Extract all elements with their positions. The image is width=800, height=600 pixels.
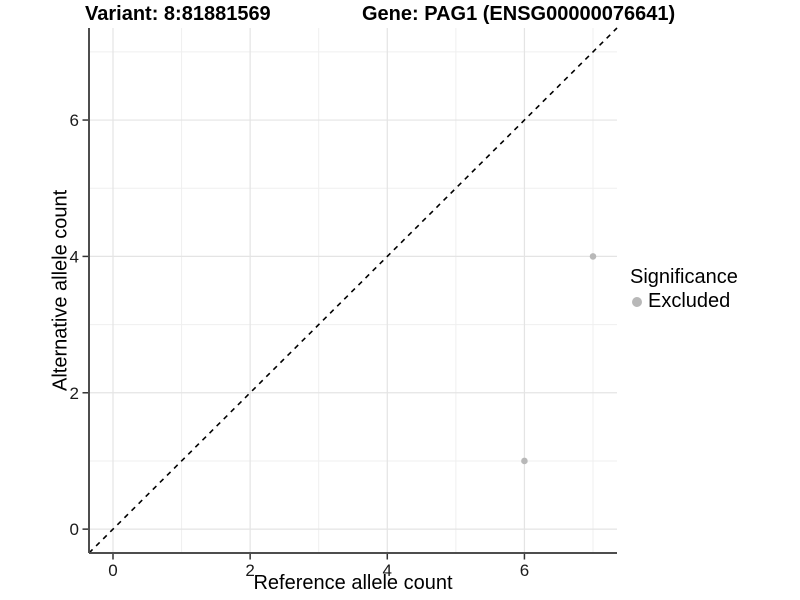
- legend-point-icon: [632, 296, 642, 307]
- x-tick-label: 4: [383, 561, 392, 580]
- x-tick-label: 2: [245, 561, 254, 580]
- y-tick-label: 4: [70, 247, 79, 266]
- x-tick-label: 6: [520, 561, 529, 580]
- data-point: [589, 253, 597, 260]
- x-axis-title: Reference allele count: [253, 572, 453, 594]
- y-tick-label: 6: [70, 111, 79, 130]
- y-axis-title: Alternative allele count: [49, 189, 72, 392]
- identity-line: [88, 27, 618, 554]
- legend-item-excluded: Excluded: [630, 290, 738, 313]
- gene-title: Gene: PAG1 (ENSG00000076641): [362, 3, 676, 25]
- legend: Significance Excluded: [630, 266, 738, 313]
- y-tick-label: 0: [70, 520, 79, 539]
- data-point: [521, 457, 528, 465]
- variant-title: Variant: 8:81881569: [85, 3, 271, 25]
- legend-item-label: Excluded: [648, 290, 731, 312]
- y-tick-label: 2: [70, 384, 79, 403]
- x-tick-label: 0: [108, 561, 117, 580]
- plot-panel: 0 2 4 6 0 2 4 6: [70, 27, 618, 580]
- legend-title: Significance: [630, 266, 738, 288]
